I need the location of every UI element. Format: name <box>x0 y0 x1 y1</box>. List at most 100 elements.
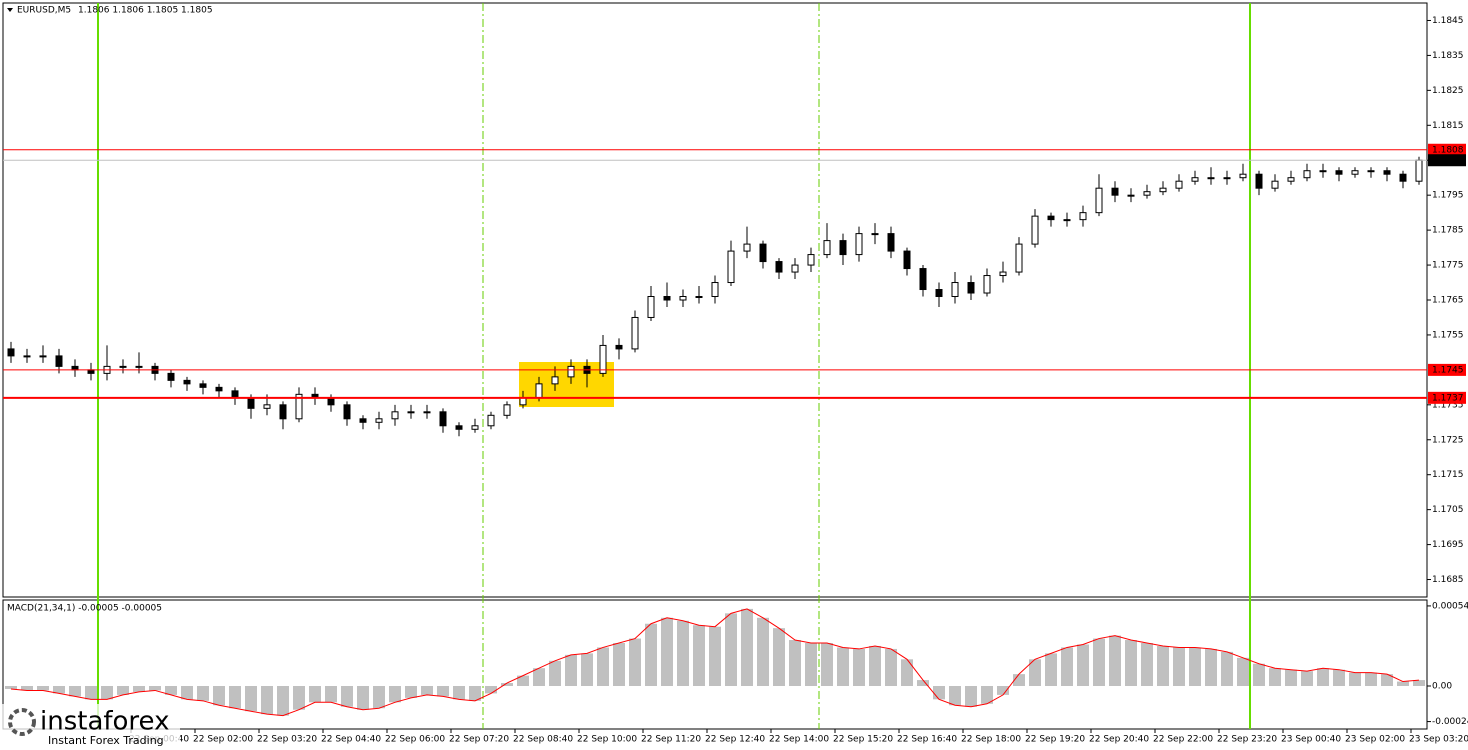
macd-bar <box>229 686 241 709</box>
macd-bar <box>1141 643 1153 686</box>
y-tick-label: 1.1755 <box>1432 330 1464 340</box>
x-tick-label: 22 Sep 23:20 <box>1217 735 1277 745</box>
macd-bar <box>949 686 961 706</box>
candle-body <box>119 365 127 368</box>
candle-body <box>1383 170 1391 175</box>
candle-body <box>551 376 559 385</box>
candle-body <box>247 397 255 409</box>
candle-body <box>983 275 991 294</box>
candle-body <box>39 355 47 358</box>
candle-body <box>135 365 143 368</box>
candle-body <box>1079 212 1087 221</box>
y-tick-label: 1.1725 <box>1432 435 1464 445</box>
macd-bar <box>1253 663 1265 686</box>
level-label: 1.1808 <box>1432 145 1464 155</box>
candle-body <box>1127 194 1135 197</box>
macd-bar <box>725 613 737 686</box>
candle-body <box>599 344 607 374</box>
candle-body <box>1335 170 1343 175</box>
x-tick-label: 22 Sep 08:40 <box>513 735 573 745</box>
macd-bar <box>757 617 769 686</box>
chart-title: EURUSD,M5 <box>17 6 71 16</box>
x-tick-label: 22 Sep 02:00 <box>193 735 253 745</box>
macd-bar <box>293 686 305 710</box>
candle-body <box>231 390 239 399</box>
candle-body <box>1015 243 1023 273</box>
candle-body <box>471 425 479 430</box>
x-tick-label: 22 Sep 03:20 <box>257 735 317 745</box>
macd-bar <box>69 686 81 697</box>
candle-body <box>295 393 303 420</box>
macd-bar <box>1029 659 1041 686</box>
x-tick-label: 22 Sep 06:00 <box>385 735 445 745</box>
y-tick-label: 1.1705 <box>1432 505 1464 515</box>
candle-body <box>791 264 799 273</box>
logo-tagline: Instant Forex Trading <box>48 734 164 747</box>
candle-body <box>391 411 399 420</box>
macd-bar <box>373 686 385 709</box>
candle-body <box>503 404 511 416</box>
macd-bar <box>213 686 225 706</box>
candle-body <box>487 414 495 427</box>
y-tick-label: 1.1785 <box>1432 226 1464 236</box>
macd-bar <box>501 683 513 686</box>
macd-bar <box>629 638 641 686</box>
candle-body <box>951 282 959 298</box>
x-tick-label: 23 Sep 03:20 <box>1409 735 1468 745</box>
macd-bar <box>85 686 97 700</box>
macd-bar <box>1237 657 1249 686</box>
macd-bar <box>1013 674 1025 686</box>
y-tick-label: 1.1775 <box>1432 261 1464 271</box>
macd-bar <box>789 640 801 686</box>
macd-bar <box>1301 671 1313 686</box>
candle-body <box>1191 177 1199 182</box>
candle-body <box>1143 191 1151 196</box>
candle-body <box>359 418 367 423</box>
x-tick-label: 22 Sep 15:20 <box>833 735 893 745</box>
macd-bar <box>1045 653 1057 686</box>
logo: instaforex Instant Forex Trading <box>0 704 180 750</box>
candle-body <box>455 425 463 430</box>
macd-bar <box>1061 647 1073 686</box>
x-tick-label: 23 Sep 02:00 <box>1345 735 1405 745</box>
macd-bar <box>5 686 17 689</box>
macd-bar <box>965 686 977 707</box>
macd-bar <box>1205 648 1217 686</box>
candle-body <box>519 397 527 406</box>
x-tick-label: 22 Sep 14:00 <box>769 735 829 745</box>
candle-body <box>1095 187 1103 214</box>
macd-bar <box>821 643 833 686</box>
macd-bar <box>917 680 929 686</box>
candle-body <box>423 411 431 414</box>
candle-body <box>1351 170 1359 175</box>
macd-bar <box>1157 645 1169 686</box>
macd-bar <box>261 686 273 715</box>
candle-body <box>1399 173 1407 182</box>
candle-body <box>1047 215 1055 221</box>
candle-body <box>263 404 271 409</box>
macd-bar <box>565 654 577 686</box>
candle-body <box>1223 177 1231 180</box>
candle-body <box>807 254 815 266</box>
candle-body <box>887 233 895 252</box>
macd-bar <box>645 623 657 686</box>
macd-bar <box>197 686 209 701</box>
candle-body <box>1415 159 1423 182</box>
candle-body <box>407 411 415 414</box>
candle-body <box>727 250 735 284</box>
macd-bar <box>21 686 33 691</box>
macd-bar <box>933 686 945 700</box>
candle-body <box>567 365 575 378</box>
candle-body <box>71 365 79 371</box>
macd-bar <box>741 608 753 686</box>
macd-bar <box>325 686 337 703</box>
candle-body <box>183 379 191 385</box>
macd-bar <box>533 668 545 686</box>
macd-pane <box>2 599 1428 730</box>
macd-bar <box>245 686 257 712</box>
level-label-bg <box>1428 363 1466 376</box>
y-tick-label: 1.1845 <box>1432 16 1464 26</box>
candle-body <box>1271 180 1279 189</box>
level-label-bg <box>1428 154 1466 167</box>
macd-bar <box>309 686 321 703</box>
